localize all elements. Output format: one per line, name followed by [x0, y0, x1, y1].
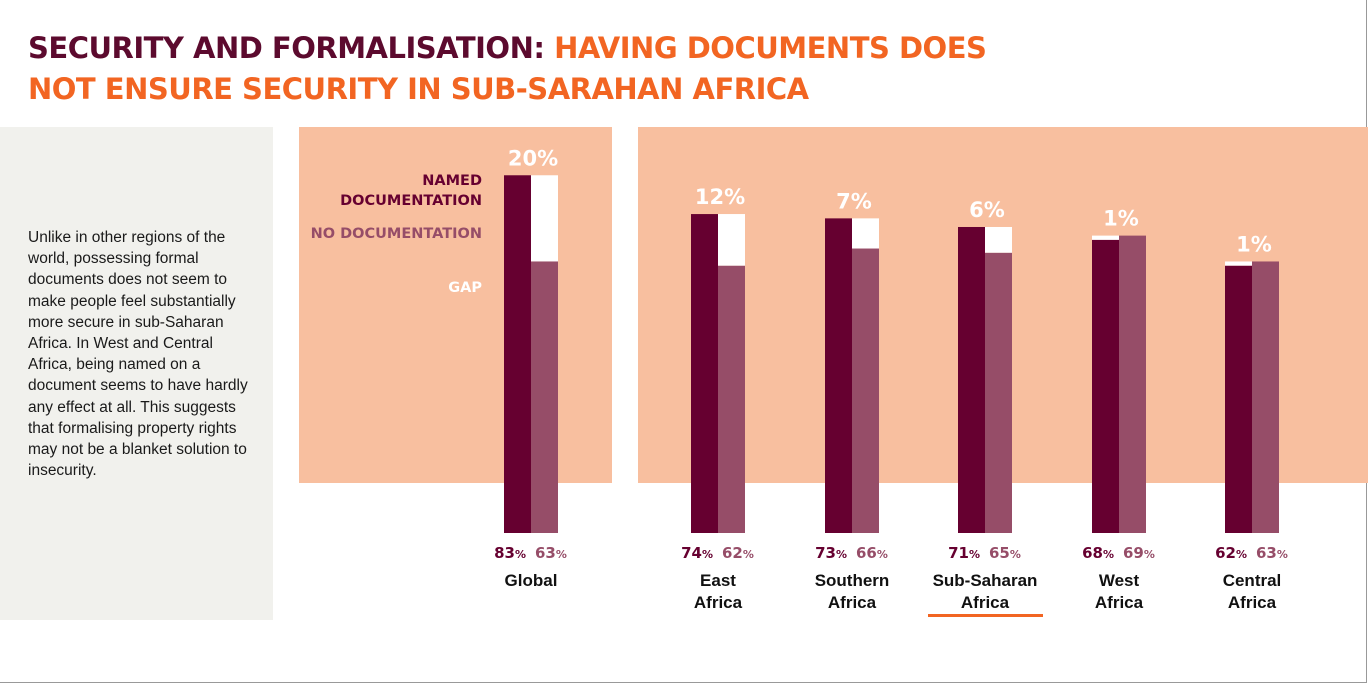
gap-bar — [531, 175, 558, 262]
value-label-named: 74% — [681, 544, 713, 562]
title-part-2: HAVING DOCUMENTS DOES — [554, 31, 987, 65]
gap-bar — [852, 218, 879, 249]
gap-label: 1% — [1103, 207, 1139, 231]
value-label-named: 68% — [1082, 544, 1114, 562]
highlight-underline — [928, 614, 1043, 617]
category-label: Africa — [1228, 593, 1277, 612]
bar-no-documentation — [852, 248, 879, 534]
category-label: Africa — [694, 593, 743, 612]
category-label: West — [1099, 571, 1140, 590]
bar-no-documentation — [1252, 261, 1279, 533]
category-label: Africa — [961, 593, 1010, 612]
bar-no-documentation — [531, 261, 558, 533]
gap-label: 1% — [1236, 232, 1272, 256]
category-label: Central — [1223, 571, 1282, 590]
page-title: SECURITY AND FORMALISATION: HAVING DOCUM… — [28, 28, 1028, 110]
bar-named — [958, 226, 985, 534]
legend-named: NAMED DOCUMENTATION — [340, 173, 482, 209]
value-label-no-documentation: 63% — [535, 544, 567, 562]
bar-no-documentation — [1119, 235, 1146, 534]
gap-bar — [1225, 261, 1252, 266]
value-label-named: 62% — [1215, 544, 1247, 562]
title-line-2: NOT ENSURE SECURITY IN SUB-SARAHAN AFRIC… — [28, 72, 809, 106]
title-part-1: SECURITY AND FORMALISATION: — [28, 31, 545, 65]
value-label-named: 83% — [494, 544, 526, 562]
category-label: Sub-Saharan — [933, 571, 1038, 590]
legend-none: NO DOCUMENTATION — [310, 226, 482, 242]
bar-no-documentation — [718, 265, 745, 533]
category-label: Africa — [1095, 593, 1144, 612]
gap-label: 20% — [508, 146, 558, 170]
category-label: Southern — [815, 571, 890, 590]
category-label: Global — [505, 571, 558, 590]
gap-bar — [985, 226, 1012, 253]
gap-bar — [718, 214, 745, 266]
sidebar: Unlike in other regions of the world, po… — [0, 127, 273, 620]
value-label-named: 71% — [948, 544, 980, 562]
category-label: Africa — [828, 593, 877, 612]
global-panel — [299, 127, 612, 483]
value-label-no-documentation: 62% — [722, 544, 754, 562]
gap-bar — [1092, 235, 1119, 240]
bar-named — [825, 218, 852, 533]
value-label-no-documentation: 66% — [856, 544, 888, 562]
bar-named — [1225, 265, 1252, 533]
legend-gap: GAP — [448, 280, 482, 296]
value-label-no-documentation: 63% — [1256, 544, 1288, 562]
category-label: East — [700, 571, 736, 590]
bar-named — [1092, 239, 1119, 534]
gap-label: 7% — [836, 189, 872, 213]
bar-no-documentation — [985, 252, 1012, 533]
value-label-no-documentation: 69% — [1123, 544, 1155, 562]
bar-named — [504, 175, 531, 533]
value-label-named: 73% — [815, 544, 847, 562]
gap-label: 6% — [969, 198, 1005, 222]
sidebar-text: Unlike in other regions of the world, po… — [28, 229, 248, 480]
value-label-no-documentation: 65% — [989, 544, 1021, 562]
bar-named — [691, 214, 718, 533]
gap-label: 12% — [695, 185, 745, 209]
